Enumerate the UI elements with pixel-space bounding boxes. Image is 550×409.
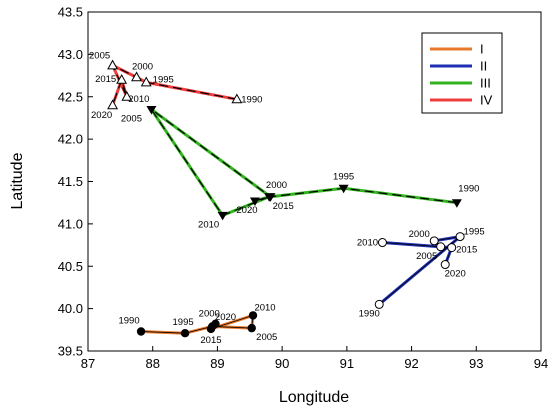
y-tick-label: 43.5 [58, 5, 83, 20]
point-label: 2005 [89, 50, 110, 61]
data-point [264, 193, 275, 202]
point-label: 2020 [445, 269, 466, 280]
data-point [211, 319, 220, 329]
data-point [248, 311, 258, 320]
x-tick-label: 93 [469, 356, 483, 371]
data-point [455, 232, 465, 242]
series-II: 1990 1995 2000 2005 2010 2015 2020 [357, 227, 485, 320]
point-label: 1995 [464, 227, 485, 238]
y-tick-label: 42.0 [58, 132, 83, 147]
point-label: 2000 [132, 61, 153, 72]
data-point [374, 299, 384, 309]
data-point [146, 105, 157, 115]
x-tick-label: 89 [210, 356, 224, 371]
y-tick-label: 40.0 [58, 301, 83, 316]
data-point [451, 199, 462, 208]
x-axis-title: Longitude [279, 389, 349, 406]
data-point [429, 236, 439, 246]
data-point [231, 93, 243, 104]
x-tick-label: 94 [534, 356, 548, 371]
point-label: 1990 [118, 316, 139, 327]
legend-label: III [480, 76, 491, 91]
series-line-core [141, 314, 254, 334]
y-tick-label: 41.5 [58, 174, 83, 189]
data-point [131, 71, 142, 82]
data-point [217, 211, 228, 221]
point-label: 2010 [357, 238, 378, 249]
series-I: 1990 1995 2000 2005 2010 2015 2020 [118, 302, 277, 346]
point-label: 1990 [241, 94, 262, 105]
data-point [436, 242, 446, 252]
data-point [249, 197, 260, 206]
point-label: 2020 [215, 312, 236, 323]
data-point [107, 99, 119, 110]
data-point [180, 329, 190, 338]
y-axis-title: Latitude [9, 152, 26, 209]
point-label: 2015 [200, 335, 221, 346]
point-label: 1995 [173, 317, 194, 328]
point-label: 2005 [256, 332, 277, 343]
x-tick-label: 91 [340, 356, 354, 371]
point-label: 2010 [128, 94, 149, 105]
data-point [136, 327, 146, 336]
chart-axes: 87 88 89 90 91 92 93 94 39.5 40.0 40.5 41.0 41.5 42.0… [58, 5, 549, 372]
data-point [121, 90, 133, 101]
point-label: 1990 [458, 184, 479, 195]
data-point [338, 184, 349, 194]
point-label: 2010 [254, 302, 275, 313]
point-label: 2015 [95, 74, 116, 85]
point-label: 2020 [91, 110, 112, 121]
point-label: 2010 [198, 219, 219, 230]
data-point [447, 243, 457, 253]
y-tick-label: 43.0 [58, 47, 83, 62]
y-tick-label: 42.5 [58, 89, 83, 104]
x-tick-label: 88 [145, 356, 159, 371]
point-label: 1995 [333, 171, 354, 182]
data-point [107, 59, 119, 70]
point-label: 1990 [359, 308, 380, 319]
data-point [116, 73, 128, 84]
point-label: 1995 [153, 74, 174, 85]
legend-label: II [480, 59, 487, 74]
series-III: 1990 1995 2000 2005 2010 2015 2020 [121, 105, 479, 230]
y-tick-label: 39.5 [58, 344, 83, 359]
x-tick-label: 90 [275, 356, 289, 371]
series-line-dash [150, 108, 457, 217]
legend-label: I [480, 42, 484, 57]
data-point [247, 323, 256, 333]
x-tick-label: 92 [404, 356, 418, 371]
point-label: 2015 [456, 245, 477, 256]
data-point [377, 238, 387, 248]
point-label: 2015 [273, 201, 294, 212]
data-point [140, 76, 152, 87]
y-tick-label: 41.0 [58, 216, 83, 231]
point-label: 2005 [121, 113, 142, 124]
point-label: 2000 [266, 180, 287, 191]
legend-label: IV [480, 93, 493, 108]
point-label: 2000 [409, 229, 430, 240]
point-label: 2005 [416, 251, 437, 262]
x-tick-label: 87 [81, 356, 95, 371]
series-line [149, 107, 458, 217]
point-label: 2000 [199, 308, 220, 319]
point-label: 2020 [236, 205, 257, 216]
y-tick-label: 40.5 [58, 259, 83, 274]
data-point [440, 260, 450, 270]
